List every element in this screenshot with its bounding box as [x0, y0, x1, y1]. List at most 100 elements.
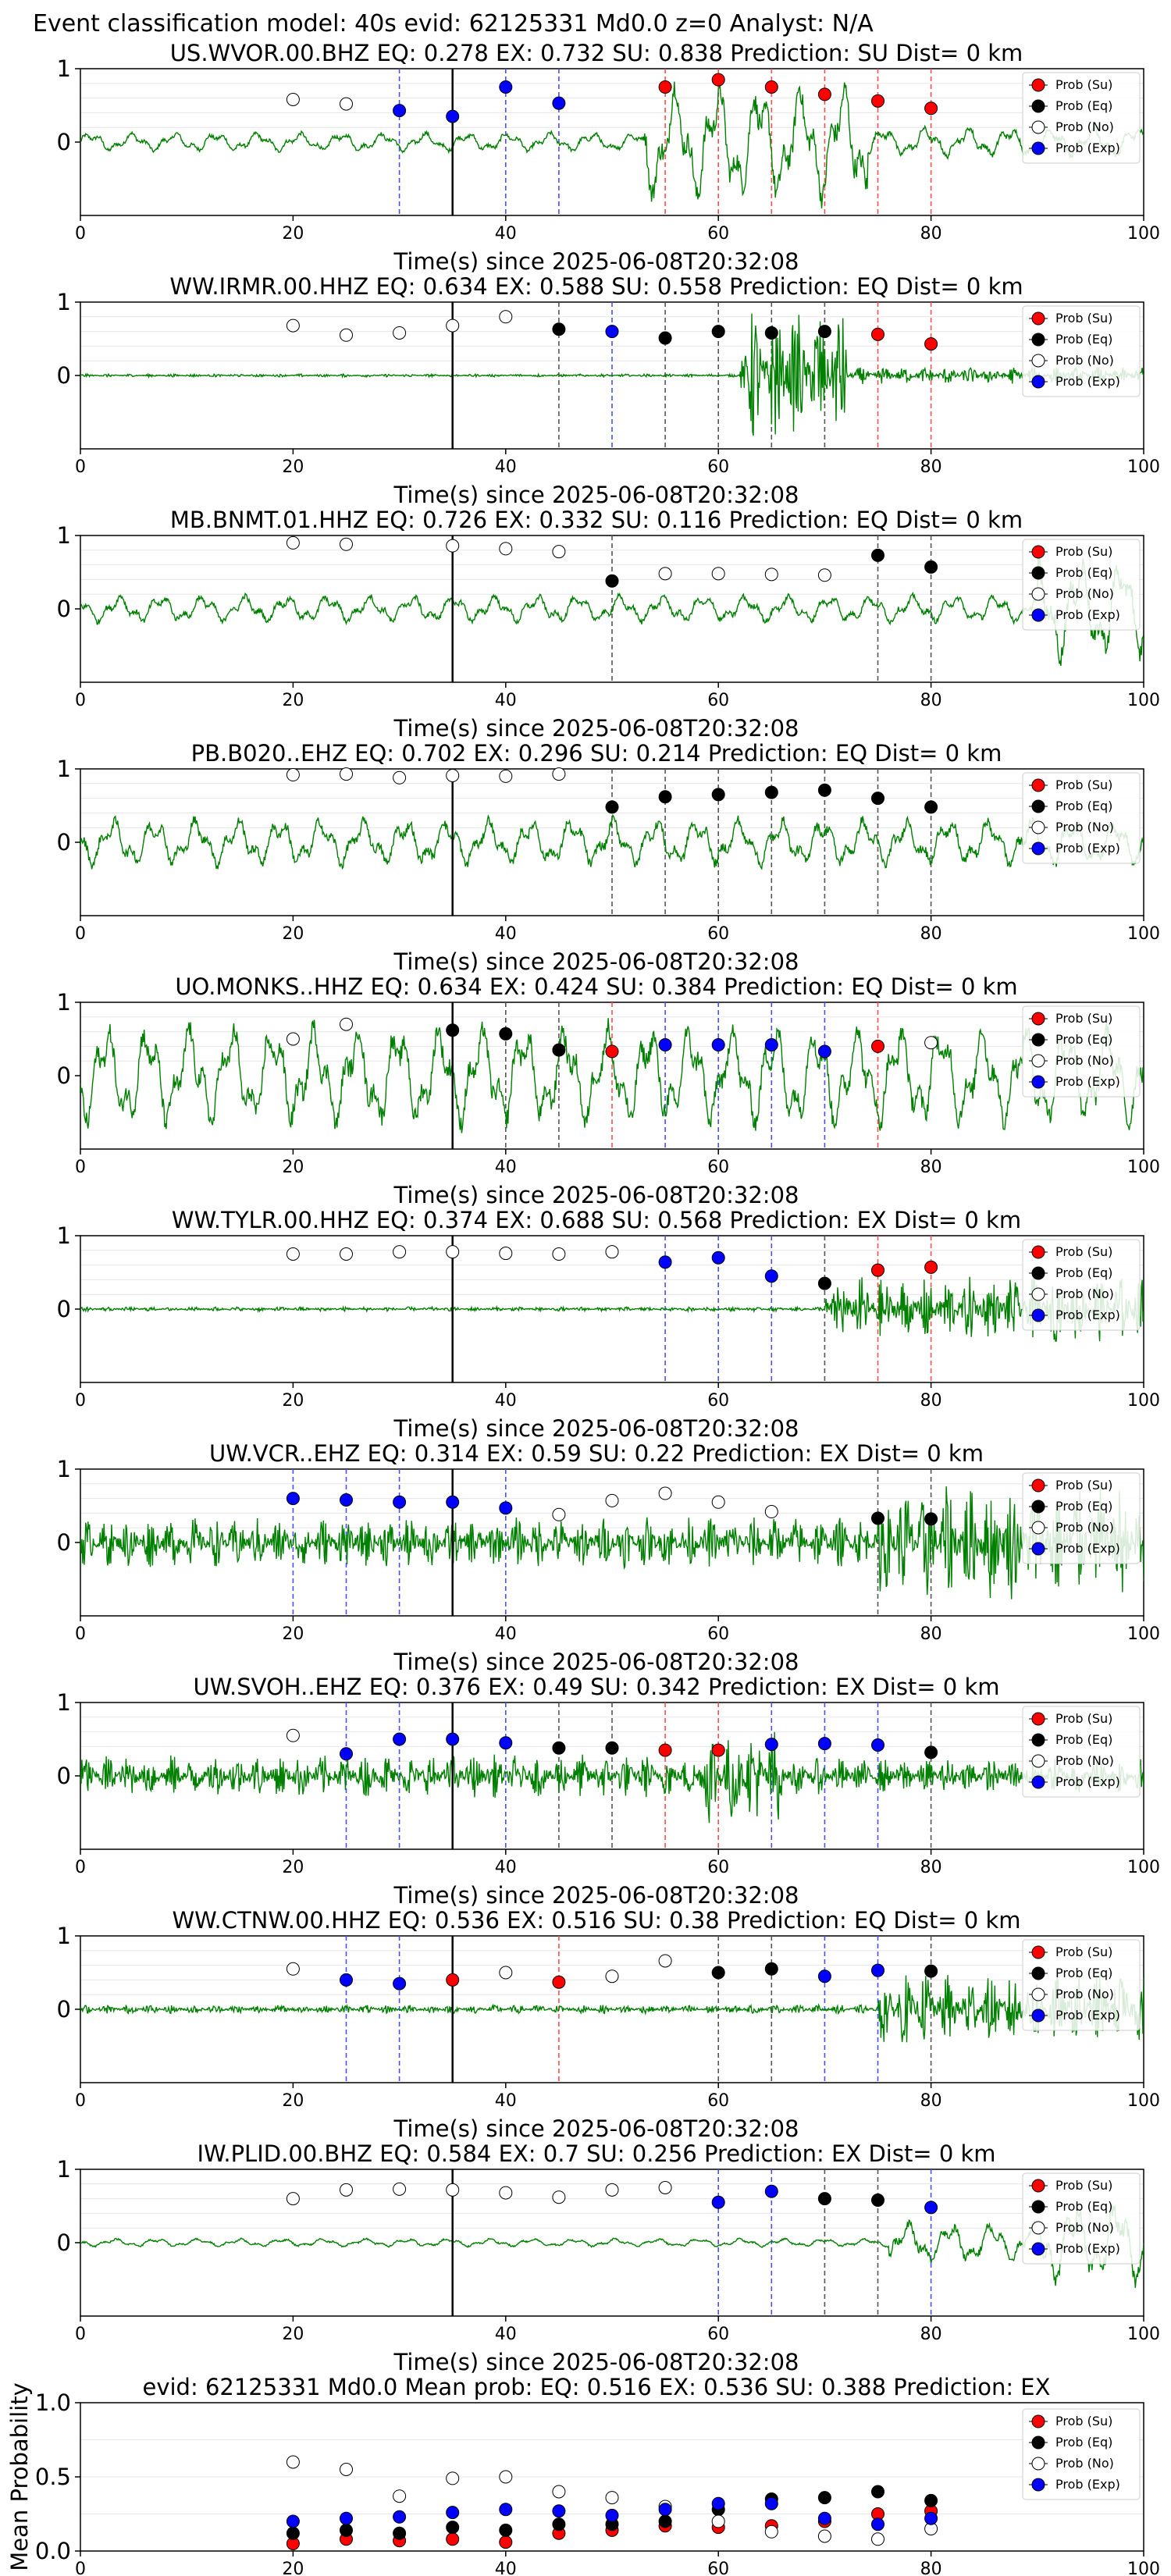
x-axis-label: Time(s) since 2025-06-08T20:32:08 [393, 1649, 799, 1675]
panel-title: WW.TYLR.00.HHZ EQ: 0.374 EX: 0.688 SU: 0… [172, 1207, 1021, 1233]
x-tick-label: 60 [707, 1391, 729, 1411]
panel-title: PB.B020..EHZ EQ: 0.702 EX: 0.296 SU: 0.2… [191, 740, 1002, 767]
waveform [80, 1974, 1144, 2043]
legend-marker-eq [1031, 2200, 1045, 2214]
prob-point-no [286, 535, 300, 550]
mean-point-exp [286, 2514, 300, 2528]
y-tick-label: 1 [57, 2156, 71, 2183]
legend-marker-no [1031, 1287, 1045, 1301]
legend-label-eq: Prob (Eq) [1055, 1032, 1112, 1047]
prob-point-exp [499, 80, 513, 94]
mean-point-exp [871, 2517, 884, 2532]
legend-marker-exp [1031, 2478, 1045, 2492]
prob-point-su [817, 87, 831, 101]
x-axis-label: Time(s) since 2025-06-08T20:32:08 [393, 1882, 799, 1909]
legend-label-su: Prob (Su) [1055, 77, 1112, 92]
prob-point-exp [658, 1255, 672, 1269]
prob-point-no [764, 568, 778, 582]
legend-marker-exp [1031, 1308, 1045, 1322]
prob-point-su [871, 94, 884, 108]
mean-point-exp [817, 2511, 831, 2525]
y-tick-label: 0 [57, 129, 71, 155]
prob-point-eq [817, 1276, 831, 1290]
prob-point-no [340, 2183, 353, 2197]
legend-label-eq: Prob (Eq) [1055, 799, 1112, 813]
legend-marker-exp [1031, 375, 1045, 389]
x-tick-label: 0 [75, 1158, 86, 1177]
legend-marker-no [1031, 587, 1045, 601]
prob-point-exp [340, 1493, 353, 1507]
mean-point-eq [446, 2521, 460, 2535]
x-tick-label: 60 [707, 691, 729, 710]
x-tick-label: 60 [707, 2091, 729, 2111]
y-tick-label: 0 [57, 829, 71, 856]
legend-label-exp: Prob (Exp) [1055, 1774, 1120, 1789]
prob-point-su [764, 80, 778, 94]
prob-point-eq [605, 574, 619, 588]
legend-label-exp: Prob (Exp) [1055, 2241, 1120, 2256]
prob-point-no [446, 1245, 460, 1259]
x-axis-label: Time(s) since 2025-06-08T20:32:08 [393, 715, 799, 742]
legend-marker-exp [1031, 841, 1045, 856]
legend-box [1022, 772, 1141, 864]
panel-title: UO.MONKS..HHZ EQ: 0.634 EX: 0.424 SU: 0.… [175, 973, 1017, 1000]
legend-marker-exp [1031, 1775, 1045, 1789]
panel-title: WW.IRMR.00.HHZ EQ: 0.634 EX: 0.588 SU: 0… [169, 273, 1023, 300]
legend-marker-su [1031, 1012, 1045, 1026]
prob-point-no [340, 767, 353, 781]
x-tick-label: 100 [1127, 1858, 1160, 1877]
legend-box [1022, 1239, 1141, 1331]
prob-point-exp [446, 1495, 460, 1509]
prob-point-no [446, 768, 460, 782]
mean-point-exp [446, 2506, 460, 2520]
legend-label-exp: Prob (Exp) [1055, 141, 1120, 155]
prob-point-eq [711, 1966, 725, 1980]
mean-point-eq [393, 2526, 407, 2540]
prob-point-exp [924, 2201, 938, 2215]
legend-marker-no [1031, 1054, 1045, 1068]
x-tick-label: 20 [282, 2325, 304, 2344]
prob-point-no [711, 1495, 725, 1509]
y-tick-label: 0 [57, 596, 71, 622]
prob-point-no [658, 567, 672, 581]
panel-9: WW.CTNW.00.HHZ EQ: 0.536 EX: 0.516 SU: 0… [57, 1907, 1160, 2142]
x-axis-label: Time(s) since 2025-06-08T20:32:08 [393, 1415, 799, 1442]
waveform [80, 1731, 1144, 1823]
x-tick-label: 100 [1127, 2091, 1160, 2111]
x-tick-label: 80 [920, 1391, 942, 1411]
legend-marker-su [1031, 545, 1045, 559]
y-tick-label: 0 [57, 1529, 71, 1556]
x-tick-label: 100 [1127, 1158, 1160, 1177]
prob-point-exp [340, 1747, 353, 1761]
prob-point-no [286, 1247, 300, 1261]
prob-point-su [871, 1263, 884, 1277]
mean-point-no [499, 2470, 513, 2484]
legend-marker-eq [1031, 333, 1045, 347]
prob-point-no [393, 770, 407, 785]
legend-label-no: Prob (No) [1055, 820, 1114, 834]
prob-point-no [552, 1507, 566, 1521]
panel-title: WW.CTNW.00.HHZ EQ: 0.536 EX: 0.516 SU: 0… [172, 1907, 1020, 1934]
mean-point-eq [817, 2491, 831, 2505]
legend-marker-su [1031, 778, 1045, 792]
prob-point-su [711, 73, 725, 87]
prob-point-exp [605, 325, 619, 339]
legend-label-su: Prob (Su) [1055, 544, 1112, 559]
x-tick-label: 0 [75, 2091, 86, 2111]
prob-point-eq [711, 325, 725, 339]
panel-title: MB.BNMT.01.HHZ EQ: 0.726 EX: 0.332 SU: 0… [170, 507, 1023, 533]
mean-point-exp [340, 2511, 353, 2525]
prob-point-no [393, 2182, 407, 2196]
x-tick-label: 20 [282, 1158, 304, 1177]
waveform [80, 2204, 1144, 2288]
x-tick-label: 80 [920, 2560, 942, 2576]
mean-point-exp [552, 2504, 566, 2518]
legend-label-su: Prob (Su) [1055, 1944, 1112, 1959]
legend-label-exp: Prob (Exp) [1055, 374, 1120, 389]
mean-point-exp [924, 2511, 938, 2525]
legend-marker-no [1031, 2221, 1045, 2235]
x-tick-label: 0 [75, 1624, 86, 1644]
x-tick-label: 80 [920, 457, 942, 477]
prob-point-no [340, 97, 353, 111]
x-tick-label: 40 [495, 2091, 517, 2111]
